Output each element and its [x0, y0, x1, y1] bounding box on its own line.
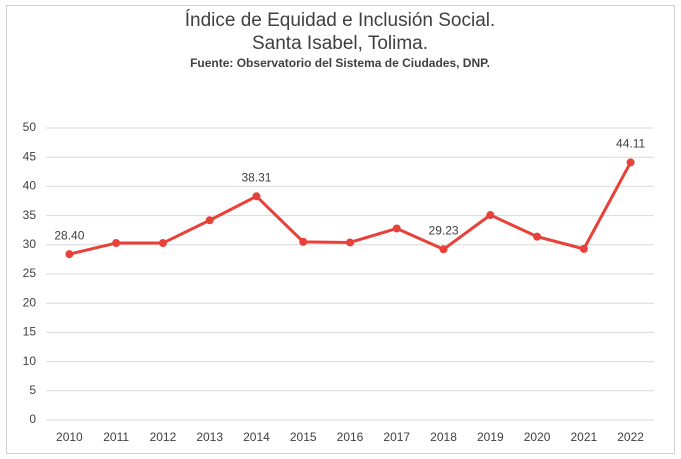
x-tick-label: 2011 — [103, 430, 129, 444]
y-tick-label: 5 — [29, 383, 36, 397]
x-tick-label: 2018 — [430, 430, 457, 444]
chart-border — [6, 5, 675, 454]
x-tick-label: 2016 — [337, 430, 364, 444]
chart-source: Fuente: Observatorio del Sistema de Ciud… — [190, 56, 490, 70]
y-tick-label: 0 — [29, 412, 36, 426]
y-tick-label: 40 — [23, 179, 37, 193]
y-tick-label: 25 — [23, 266, 37, 280]
y-tick-label: 35 — [23, 208, 37, 222]
point — [252, 192, 261, 201]
point — [112, 239, 121, 248]
point — [205, 216, 214, 225]
y-tick-label: 45 — [23, 149, 37, 163]
point — [65, 250, 74, 259]
point — [346, 238, 354, 247]
y-tick-label: 15 — [23, 325, 37, 339]
x-tick-label: 2020 — [524, 430, 551, 444]
x-tick-label: 2010 — [56, 430, 83, 444]
point — [486, 211, 495, 220]
x-tick-label: 2022 — [617, 430, 644, 444]
chart-title: Índice de Equidad e Inclusión Social. — [185, 10, 496, 31]
x-tick-label: 2019 — [477, 430, 504, 444]
y-tick-label: 20 — [23, 295, 37, 309]
data-label: 38.31 — [241, 170, 271, 184]
data-label: 29.23 — [429, 223, 459, 237]
point — [439, 245, 448, 254]
data-label: 44.11 — [616, 137, 645, 151]
y-tick-label: 50 — [23, 120, 37, 134]
x-tick-label: 2015 — [290, 430, 317, 444]
point — [158, 239, 167, 248]
point — [579, 244, 588, 253]
x-tick-label: 2013 — [196, 430, 223, 444]
data-label: 28.40 — [54, 228, 84, 242]
point — [392, 224, 401, 233]
x-tick-label: 2014 — [243, 430, 270, 444]
x-tick-label: 2017 — [383, 430, 410, 444]
x-tick-label: 2021 — [570, 430, 597, 444]
x-tick-label: 2012 — [150, 430, 177, 444]
point — [299, 237, 308, 246]
y-tick-label: 30 — [23, 237, 37, 251]
point — [533, 232, 542, 241]
chart-subtitle: Santa Isabel, Tolima. — [252, 33, 428, 54]
point — [626, 158, 635, 167]
y-tick-label: 10 — [23, 354, 37, 368]
